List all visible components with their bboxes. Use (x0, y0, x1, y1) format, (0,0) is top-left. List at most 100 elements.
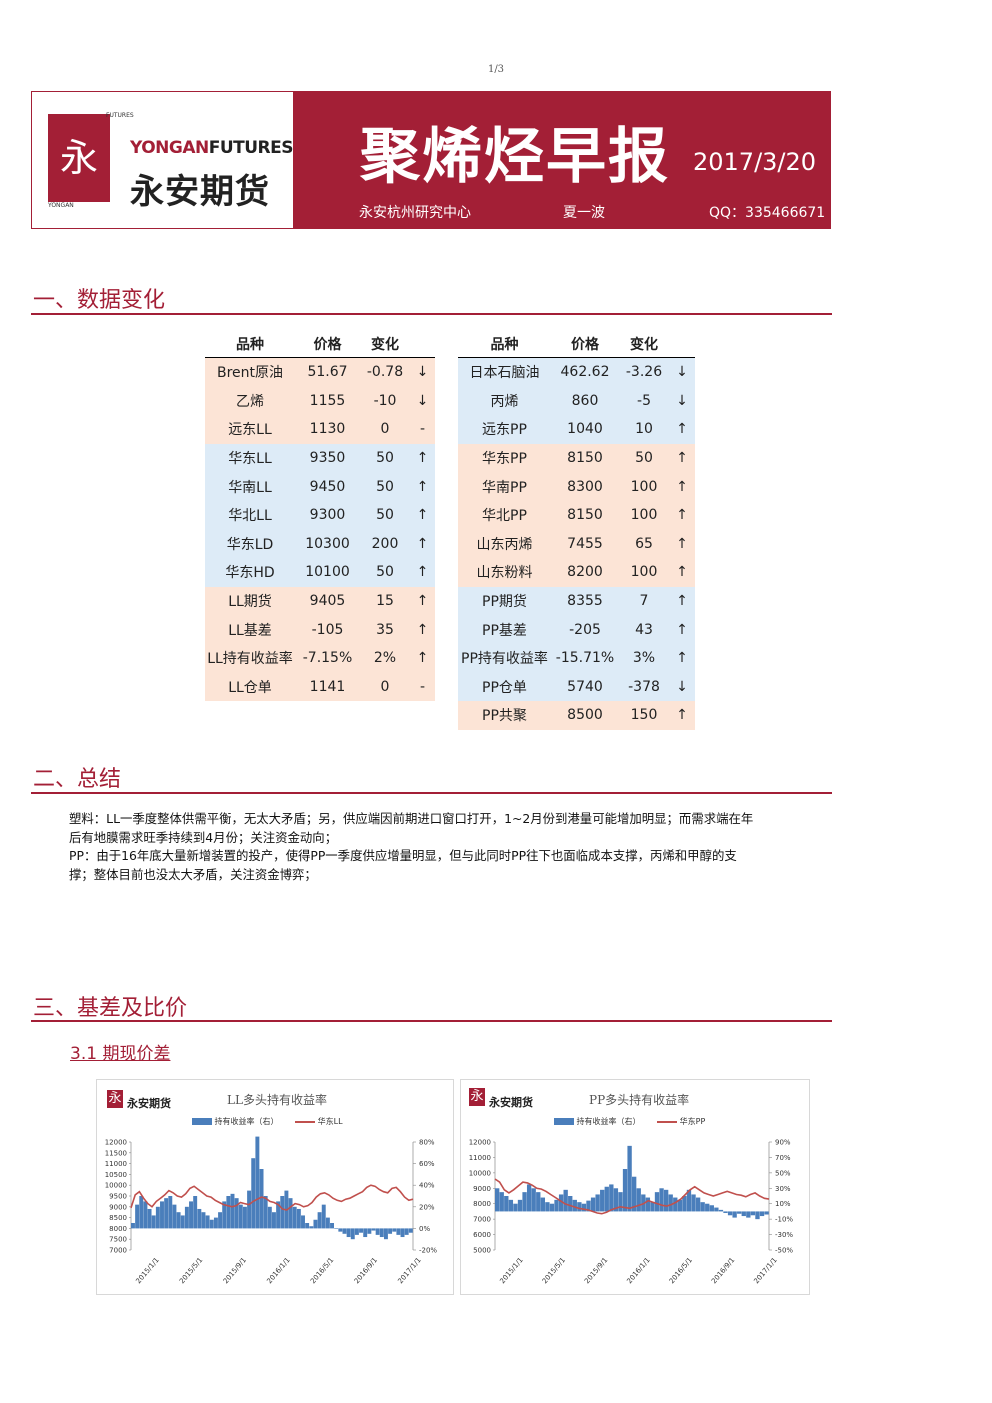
contact-qq: QQ：335466671 (709, 205, 826, 221)
bar (686, 1189, 692, 1212)
bar (654, 1192, 660, 1212)
legend-label-line: 华东PP (679, 1117, 706, 1126)
cell-arrow: ↑ (410, 529, 435, 559)
bar (135, 1204, 140, 1229)
x-tick-label: 2016/1/1 (265, 1256, 291, 1285)
cell-name: PP期货 (458, 586, 551, 616)
right-tick-label: 80% (419, 1139, 435, 1147)
bar (383, 1228, 388, 1240)
bar (618, 1192, 623, 1212)
bar (280, 1196, 285, 1229)
bar (604, 1186, 609, 1212)
left-data-table: 品种 价格 变化 Brent原油 51.67 -0.78 ↓ 乙烯 1155 -10 ↓ 远东L… (205, 331, 435, 702)
table-row: LL期货 9405 15 ↑ (205, 586, 435, 616)
cell-change: -10 (360, 386, 410, 416)
cell-price: -15.71% (551, 643, 619, 673)
bar (213, 1217, 218, 1229)
cell-name: LL仓单 (205, 672, 295, 702)
cell-name: 山东丙烯 (458, 529, 551, 559)
bar (577, 1202, 582, 1212)
cell-arrow: ↑ (669, 586, 695, 616)
bar (255, 1136, 260, 1229)
bar (325, 1217, 330, 1229)
cell-arrow: ↑ (410, 643, 435, 673)
subsection-heading: 3.1 期现价差 (70, 1044, 171, 1064)
chart-title: LL多头持有收益率 (227, 1093, 327, 1107)
cell-name: 远东LL (205, 415, 295, 444)
bar (354, 1228, 359, 1235)
bar (305, 1223, 310, 1229)
bar (650, 1202, 655, 1212)
company-logo: 永 FUTURES YONGAN YONGANFUTURES 永安期货 (32, 92, 294, 228)
table-row: 乙烯 1155 -10 ↓ (205, 386, 435, 416)
bar (222, 1201, 227, 1229)
x-tick-label: 2017/1/1 (396, 1256, 422, 1285)
logo-english: YONGANFUTURES (130, 138, 294, 158)
cell-name: 华南PP (458, 472, 551, 501)
bar (727, 1211, 733, 1216)
table-row: PP基差 -205 43 ↑ (458, 615, 695, 644)
bar (168, 1196, 173, 1229)
left-tick-label: 9000 (473, 1185, 491, 1193)
table-row: 远东LL 1130 0- (205, 415, 435, 444)
bar (572, 1199, 577, 1212)
cell-price: 8500 (551, 701, 619, 730)
left-tick-label: 5000 (473, 1247, 491, 1255)
cell-price: -205 (551, 615, 619, 644)
cell-arrow: ↑ (669, 558, 695, 587)
right-tick-label: 50% (775, 1169, 791, 1177)
bar (201, 1212, 206, 1229)
bar (673, 1197, 678, 1212)
cell-price: 7455 (551, 529, 619, 559)
legend-label-bar: 持有收益率（右） (576, 1117, 641, 1126)
x-tick-label: 2015/1/1 (498, 1256, 524, 1285)
bar (359, 1228, 364, 1233)
bar (321, 1204, 326, 1229)
cell-name: Brent原油 (205, 357, 295, 387)
bar (663, 1189, 669, 1212)
left-tick-label: 11000 (105, 1160, 127, 1168)
report-title: 聚烯烃早报 (360, 122, 670, 192)
x-tick-label: 2016/5/1 (668, 1256, 694, 1285)
cell-name: 华东HD (205, 558, 295, 587)
right-tick-label: 10% (775, 1200, 791, 1208)
col-header-change: 变化 (360, 331, 410, 358)
col-header-change: 变化 (619, 331, 669, 358)
bar (400, 1228, 405, 1238)
bar (627, 1145, 632, 1212)
cell-price: 8150 (551, 443, 619, 473)
table-row: PP仓单 5740 -378 ↓ (458, 672, 695, 702)
bar (764, 1211, 769, 1215)
bar (741, 1211, 746, 1217)
col-header-name: 品种 (458, 331, 551, 358)
bar (568, 1196, 573, 1212)
bar (379, 1228, 384, 1238)
section-heading-data-change: 一、数据变化 (33, 288, 166, 313)
bar (139, 1196, 144, 1229)
bar (392, 1228, 397, 1232)
bar (363, 1228, 368, 1238)
left-tick-label: 10000 (105, 1182, 127, 1190)
cell-arrow: ↑ (410, 558, 435, 587)
x-tick-label: 2015/5/1 (541, 1256, 567, 1285)
cell-name: 华南LL (205, 472, 295, 501)
bar (155, 1206, 160, 1229)
bar (558, 1194, 564, 1212)
bar (209, 1219, 214, 1229)
legend-label-line: 华东LL (317, 1117, 343, 1126)
cell-arrow: ↑ (410, 586, 435, 616)
col-header-price: 价格 (551, 331, 619, 358)
bar (600, 1189, 605, 1212)
cell-price: 10300 (295, 529, 360, 559)
series-line (130, 1184, 414, 1211)
cell-change: 50 (360, 500, 410, 530)
table-row: LL仓单 1141 0- (205, 672, 435, 702)
cell-change: 10 (619, 415, 669, 444)
bar (251, 1158, 256, 1229)
bar (526, 1184, 532, 1212)
left-tick-label: 8500 (109, 1214, 127, 1222)
bar (342, 1228, 347, 1234)
bar (288, 1198, 293, 1229)
bar (263, 1196, 268, 1229)
table-row: PP共聚 8500 150 ↑ (458, 701, 695, 730)
